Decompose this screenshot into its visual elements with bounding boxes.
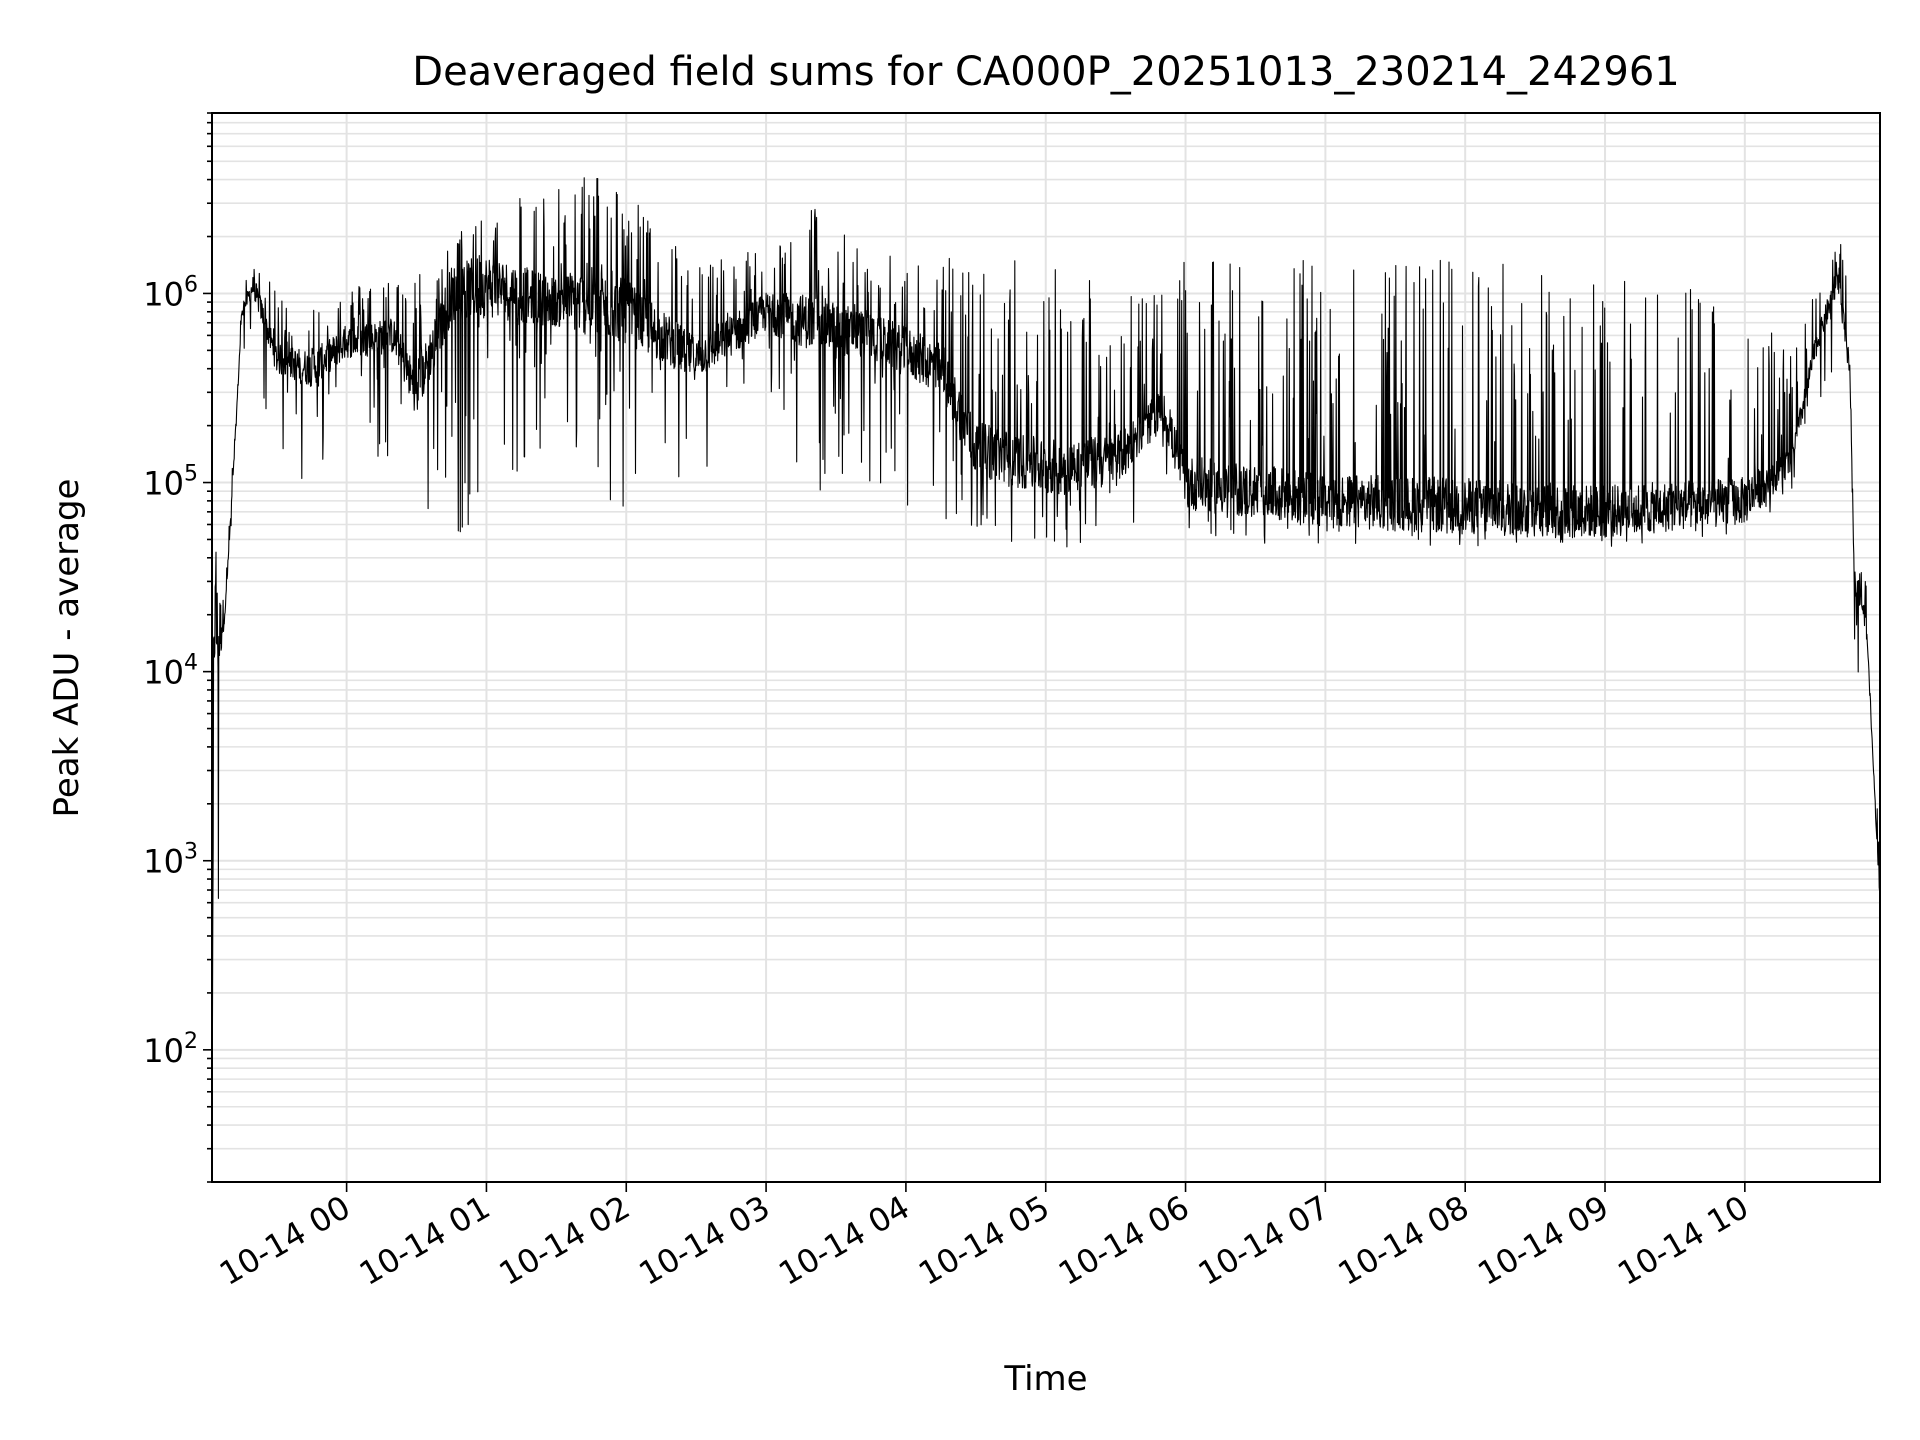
y-tick-exponent: 2: [184, 1029, 198, 1054]
y-tick-label: 106: [143, 272, 198, 313]
y-tick-exponent: 3: [184, 840, 198, 865]
y-tick-base: 10: [143, 1032, 184, 1070]
series-line: [212, 177, 1880, 1182]
y-tick-base: 10: [143, 275, 184, 313]
y-tick-exponent: 6: [184, 272, 198, 297]
y-tick-label: 102: [143, 1029, 198, 1070]
y-tick-base: 10: [143, 654, 184, 692]
plot-area: [212, 177, 1880, 1182]
y-axis-label: Peak ADU - average: [47, 479, 87, 818]
chart-title: Deaveraged field sums for CA000P_2025101…: [412, 49, 1679, 95]
series-group: [212, 177, 1880, 1182]
y-tick-label: 103: [143, 840, 198, 881]
x-axis-label: Time: [1003, 1359, 1087, 1399]
y-tick-base: 10: [143, 843, 184, 881]
y-tick-label: 104: [143, 651, 198, 692]
y-tick-exponent: 5: [184, 462, 198, 487]
y-tick-base: 10: [143, 465, 184, 503]
y-tick-label: 105: [143, 462, 198, 503]
y-tick-exponent: 4: [184, 651, 198, 676]
